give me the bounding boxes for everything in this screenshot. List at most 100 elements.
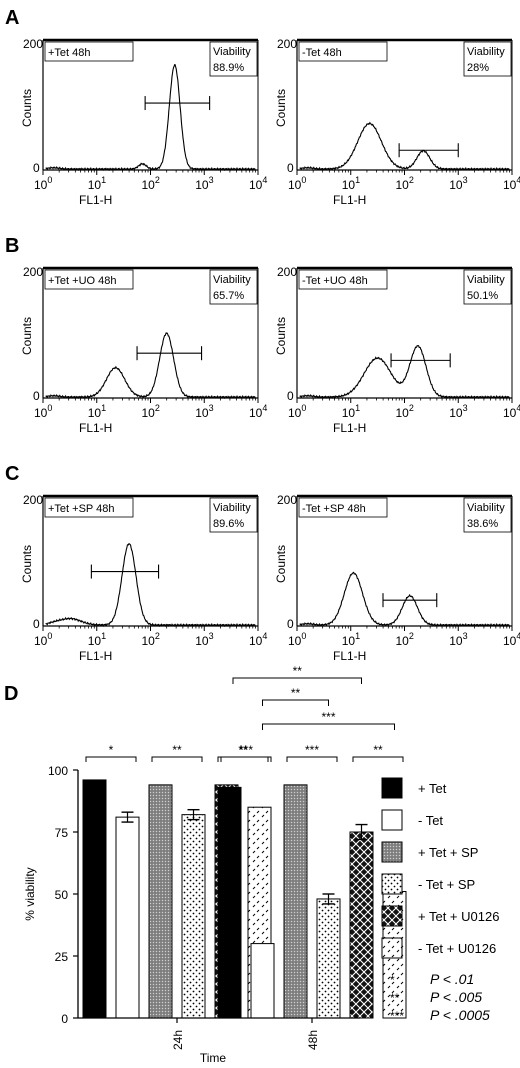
tick-exponent: 1 xyxy=(101,175,106,185)
pvalue-stars: * xyxy=(390,973,395,987)
y-tick-label: 25 xyxy=(55,950,69,964)
comparison-bracket xyxy=(232,677,362,684)
tick-base: 10 xyxy=(88,634,102,648)
y-tick-label: 200 xyxy=(23,265,43,279)
viability-value: 88.9% xyxy=(213,62,244,74)
histogram-trace xyxy=(299,571,510,628)
legend-swatch xyxy=(381,809,403,831)
histogram-trace xyxy=(45,332,256,400)
tick-exponent: 4 xyxy=(262,631,267,641)
x-tick-label: 103 xyxy=(449,403,467,420)
comparison-label: ** xyxy=(293,664,303,678)
x-axis-label: Time xyxy=(200,1051,227,1065)
tick-base: 10 xyxy=(249,178,263,192)
x-tick-label: 103 xyxy=(195,175,213,192)
histogram-trace xyxy=(299,121,510,172)
viability-box xyxy=(463,269,512,305)
tick-base: 10 xyxy=(249,406,263,420)
significance-bracket xyxy=(151,756,203,762)
x-axis-label: FL1-H xyxy=(333,421,366,435)
tick-base: 10 xyxy=(142,634,156,648)
y-tick-label: 0 xyxy=(33,161,40,175)
tick-base: 10 xyxy=(396,178,410,192)
tick-base: 10 xyxy=(342,634,356,648)
tick-exponent: 4 xyxy=(516,175,520,185)
tick-exponent: 2 xyxy=(155,403,160,413)
x-tick-label: 104 xyxy=(249,403,267,420)
tick-base: 10 xyxy=(34,178,48,192)
x-tick-label: 102 xyxy=(396,631,414,648)
tick-base: 10 xyxy=(503,178,517,192)
condition-box xyxy=(298,269,388,290)
tick-base: 10 xyxy=(288,178,302,192)
tick-exponent: 1 xyxy=(355,631,360,641)
bar xyxy=(283,784,308,1019)
significance-label: *** xyxy=(305,743,319,757)
y-tick-label: 0 xyxy=(61,1012,68,1026)
tick-exponent: 3 xyxy=(209,631,214,641)
pvalue-stars: ** xyxy=(390,991,400,1005)
x-tick-label: 103 xyxy=(195,631,213,648)
tick-exponent: 2 xyxy=(155,631,160,641)
significance-label: ** xyxy=(238,743,248,757)
condition-box xyxy=(44,497,134,518)
x-tick-label: 100 xyxy=(288,175,306,192)
condition-label: -Tet +SP 48h xyxy=(302,503,366,515)
x-tick-label: 104 xyxy=(249,631,267,648)
tick-exponent: 2 xyxy=(409,175,414,185)
tick-base: 10 xyxy=(34,406,48,420)
tick-base: 10 xyxy=(88,178,102,192)
tick-exponent: 3 xyxy=(209,175,214,185)
tick-exponent: 3 xyxy=(463,403,468,413)
legend-label: - Tet + U0126 xyxy=(418,941,496,956)
y-tick-label: 0 xyxy=(287,161,294,175)
tick-base: 10 xyxy=(449,178,463,192)
legend-label: - Tet + SP xyxy=(418,877,475,892)
pvalue-stars: *** xyxy=(390,1009,404,1023)
x-tick-label: 104 xyxy=(503,403,520,420)
y-tick-label: 200 xyxy=(23,493,43,507)
x-tick-label: 100 xyxy=(288,631,306,648)
x-tick-label: 100 xyxy=(288,403,306,420)
x-tick-label: 103 xyxy=(449,631,467,648)
viability-label: Viability xyxy=(213,502,251,514)
tick-base: 10 xyxy=(195,406,209,420)
tick-exponent: 0 xyxy=(301,403,306,413)
x-tick-label: 101 xyxy=(88,403,106,420)
viability-box xyxy=(463,497,512,533)
histogram-trace xyxy=(299,345,510,400)
tick-exponent: 0 xyxy=(47,631,52,641)
x-tick-label: 101 xyxy=(342,175,360,192)
viability-box xyxy=(209,41,258,77)
tick-exponent: 2 xyxy=(155,175,160,185)
x-axis-label: FL1-H xyxy=(79,421,112,435)
x-tick-label: 102 xyxy=(142,175,160,192)
tick-exponent: 4 xyxy=(516,631,520,641)
bar xyxy=(316,898,341,1019)
condition-box xyxy=(44,269,134,290)
x-tick-label: 100 xyxy=(34,403,52,420)
tick-base: 10 xyxy=(195,634,209,648)
x-tick-label: 103 xyxy=(449,175,467,192)
legend-swatch xyxy=(381,905,403,927)
histogram-trace xyxy=(45,64,256,172)
histogram-trace xyxy=(45,542,256,628)
x-tick-label: 100 xyxy=(34,631,52,648)
condition-label: -Tet +UO 48h xyxy=(302,275,368,287)
viability-value: 28% xyxy=(467,62,489,74)
tick-base: 10 xyxy=(503,634,517,648)
y-tick-label: 200 xyxy=(277,493,297,507)
tick-exponent: 4 xyxy=(262,403,267,413)
tick-base: 10 xyxy=(503,406,517,420)
x-axis-label: FL1-H xyxy=(79,649,112,663)
x-tick-label: 101 xyxy=(88,175,106,192)
tick-exponent: 1 xyxy=(355,403,360,413)
bar xyxy=(181,814,206,1019)
legend-label: + Tet + SP xyxy=(418,845,478,860)
condition-label: +Tet +UO 48h xyxy=(48,275,117,287)
